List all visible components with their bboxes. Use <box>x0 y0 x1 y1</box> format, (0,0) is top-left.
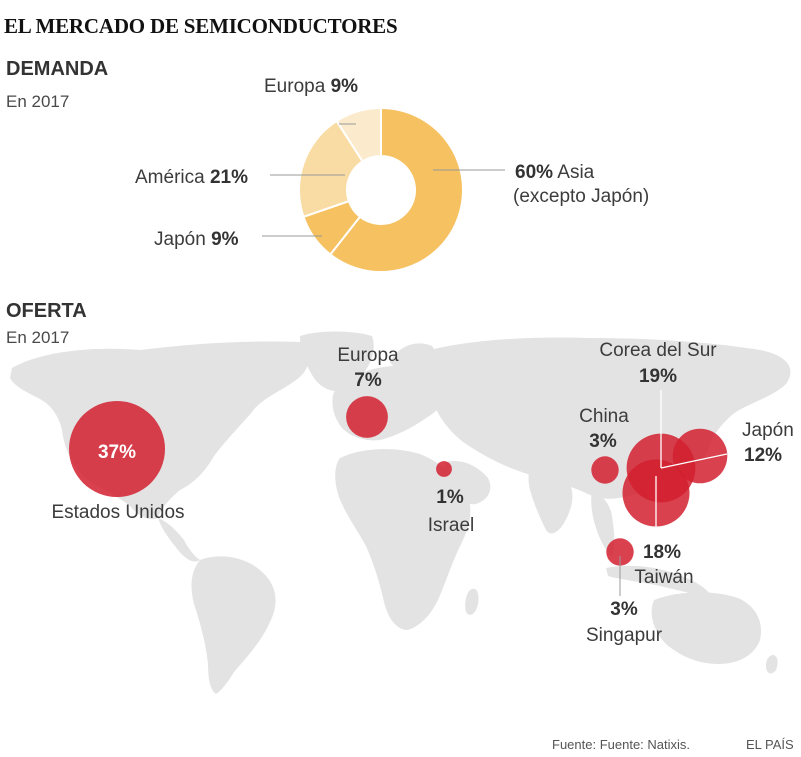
demanda-heading: DEMANDA <box>6 58 109 80</box>
bubble-china <box>591 456 619 484</box>
bubble-value-taiwan: 18% <box>643 542 681 563</box>
donut-label-asia: 60% Asia <box>515 162 595 183</box>
donut-slice-asia <box>328 106 464 273</box>
bubble-estados-unidos <box>69 401 165 497</box>
page-title: EL MERCADO DE SEMICONDUCTORES <box>4 14 398 38</box>
bubble-value-estados-unidos: 37% <box>98 442 136 463</box>
bubble-value-china: 3% <box>589 431 617 452</box>
donut-slice-europa <box>335 106 382 163</box>
bubble-value-corea-del-sur: 19% <box>639 366 677 387</box>
bubble-name-israel: Israel <box>428 515 474 536</box>
bubble-name-estados-unidos: Estados Unidos <box>51 502 184 523</box>
donut-label-america: América 21% <box>135 167 248 188</box>
bubble-name-europa: Europa <box>337 345 399 366</box>
oferta-subtitle: En 2017 <box>6 328 70 347</box>
bubble-value-europa: 7% <box>354 370 382 391</box>
bubble-leader-lines <box>655 390 728 540</box>
donut-label-japon: Japón 9% <box>154 229 239 250</box>
bubble-name-taiwan: Taiwán <box>634 567 693 588</box>
donut-leader-lines <box>262 123 505 237</box>
demanda-donut-chart <box>298 106 464 273</box>
bubble-name-singapur: Singapur <box>586 625 663 646</box>
bubble-israel <box>436 461 452 477</box>
source-note: Fuente: Fuente: Natixis. <box>552 737 691 752</box>
bubble-name-corea-del-sur: Corea del Sur <box>599 340 717 361</box>
oferta-heading: OFERTA <box>6 300 87 322</box>
bubble-name-japon: Japón <box>742 420 794 441</box>
publisher-credit: EL PAÍS <box>746 737 794 752</box>
donut-note-asia: (excepto Japón) <box>513 186 649 207</box>
donut-slice-america <box>298 119 364 219</box>
bubble-value-japon: 12% <box>744 445 782 466</box>
bubble-japon <box>672 428 728 484</box>
bubble-value-singapur: 3% <box>610 599 638 620</box>
bubble-value-israel: 1% <box>436 487 464 508</box>
donut-label-europa: Europa 9% <box>264 76 358 97</box>
bubble-europa <box>346 396 388 438</box>
bubble-name-china: China <box>579 406 629 427</box>
demanda-subtitle: En 2017 <box>6 92 70 111</box>
bubble-singapur <box>606 538 634 566</box>
